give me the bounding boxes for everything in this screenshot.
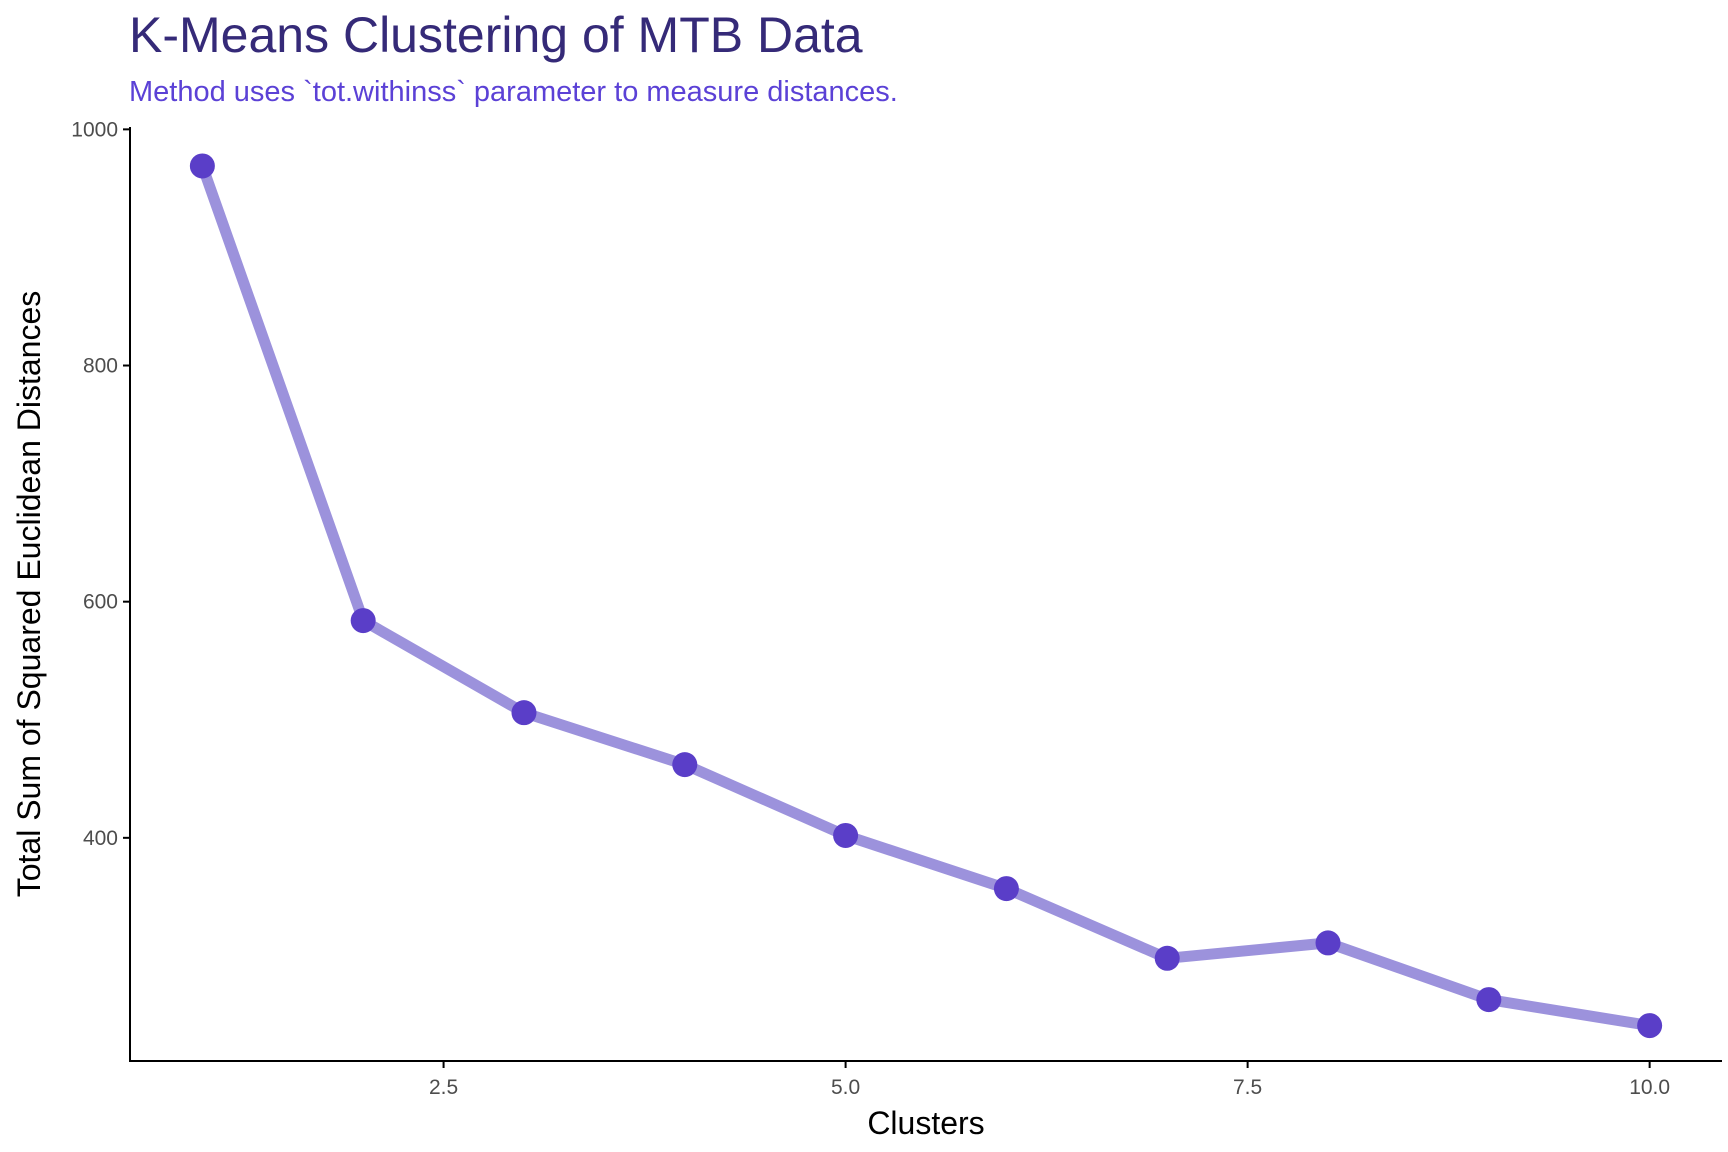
series-line [197,164,1651,1032]
data-point [350,608,376,634]
data-point [1637,1013,1663,1039]
y-tick-label: 1000 [71,118,118,141]
x-axis-ticks: 2.5 5.0 7.5 10.0 [429,1061,1670,1099]
x-axis-title: Clusters [867,1105,984,1141]
plot-area [189,153,1663,1039]
data-point [511,700,537,726]
x-tick-label: 5.0 [831,1076,860,1099]
data-point [1476,987,1502,1013]
data-point [1315,930,1341,956]
y-axis-ticks: 400 600 800 1000 [71,118,130,850]
y-axis-title: Total Sum of Squared Euclidean Distances [11,291,47,898]
data-point [1154,945,1180,971]
x-tick-label: 10.0 [1629,1076,1670,1099]
y-tick-label: 800 [83,355,118,378]
chart-subtitle: Method uses `tot.withinss` parameter to … [129,76,898,108]
chart-title: K-Means Clustering of MTB Data [129,7,863,63]
data-point [189,153,215,179]
points-layer [189,153,1663,1039]
y-tick-label: 600 [83,591,118,614]
data-point [672,752,698,778]
series-layer [197,164,1651,1032]
x-tick-label: 2.5 [429,1076,458,1099]
data-point [833,822,859,848]
data-point [993,876,1019,902]
y-tick-label: 400 [83,827,118,850]
x-tick-label: 7.5 [1233,1076,1262,1099]
